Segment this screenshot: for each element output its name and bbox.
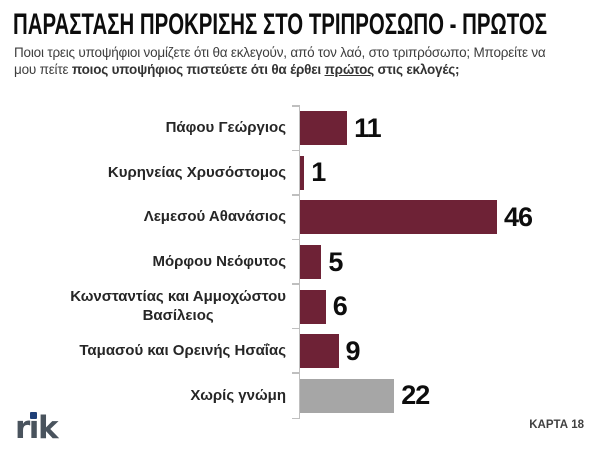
bar xyxy=(300,334,339,369)
bar xyxy=(300,111,348,146)
value-label: 6 xyxy=(332,291,348,322)
category-label: Λεμεσού Αθανάσιος xyxy=(143,208,286,226)
bar xyxy=(300,155,305,190)
bar xyxy=(300,378,395,413)
bar-track: 46 xyxy=(292,194,600,240)
bar-track: 11 xyxy=(292,105,600,151)
card-number-label: ΚΑΡΤΑ 18 xyxy=(529,419,584,431)
bar xyxy=(300,245,322,280)
logo-letter-r: r xyxy=(15,410,30,446)
chart-row: Χωρίς γνώμη 22 xyxy=(0,372,600,419)
bar-track: 6 xyxy=(292,283,600,329)
bar-chart: Πάφου Γεώργιος 11 Κυρηνείας Χρυσόστομος … xyxy=(0,105,600,419)
bar-track: 22 xyxy=(292,372,600,419)
value-label: 22 xyxy=(401,380,430,411)
category-label: Κυρηνείας Χρυσόστομος xyxy=(107,163,286,181)
value-label: 1 xyxy=(311,157,326,188)
logo-letter-k: k xyxy=(37,410,59,446)
subtitle: Ποιοι τρεις υποψήφιοι νομίζετε ότι θα εκ… xyxy=(14,45,546,77)
logo-letter-i: ı xyxy=(28,410,39,446)
bar xyxy=(300,200,497,235)
bar-track: 5 xyxy=(292,238,600,285)
category-label: Χωρίς γνώμη xyxy=(190,386,286,404)
category-label: Μόρφου Νεόφυτος xyxy=(152,252,286,270)
chart-row: Κυρηνείας Χρυσόστομος 1 xyxy=(0,149,600,196)
bar-track: 1 xyxy=(292,149,600,196)
value-label: 46 xyxy=(504,201,533,232)
value-label: 9 xyxy=(345,335,361,366)
category-label: Ταμασού και Ορεινής Ησαΐας xyxy=(79,342,286,360)
chart-row: Κωνσταντίας και Αμμοχώστου Βασίλειος 6 xyxy=(0,283,600,329)
category-label: Κωνσταντίας και Αμμοχώστου Βασίλειος xyxy=(70,288,286,324)
page-title: ΠΑΡΑΣΤΑΣΗ ΠΡΟΚΡΙΣΗΣ ΣΤΟ ΤΡΙΠΡΟΣΩΠΟ - ΠΡΩ… xyxy=(13,8,547,41)
chart-row: Μόρφου Νεόφυτος 5 xyxy=(0,238,600,285)
value-label: 11 xyxy=(354,112,382,143)
chart-row: Ταμασού και Ορεινής Ησαΐας 9 xyxy=(0,327,600,374)
bar xyxy=(300,289,326,324)
bar-track: 9 xyxy=(292,327,600,374)
category-label: Πάφου Γεώργιος xyxy=(165,119,286,137)
chart-row: Πάφου Γεώργιος 11 xyxy=(0,105,600,151)
chart-row: Λεμεσού Αθανάσιος 46 xyxy=(0,194,600,240)
logo-dot-icon xyxy=(29,412,37,419)
rik-logo: rı k xyxy=(15,410,59,446)
value-label: 5 xyxy=(328,246,343,277)
